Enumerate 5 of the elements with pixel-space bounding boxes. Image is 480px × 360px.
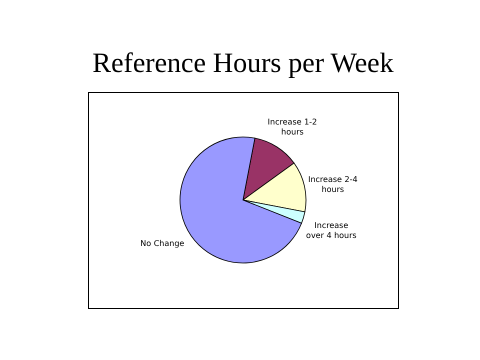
slice-label: Increase over 4 hours: [306, 220, 357, 240]
chart-title: Reference Hours per Week: [92, 48, 394, 79]
slice-label: Increase 1-2 hours: [268, 117, 318, 136]
slice-label: Increase 2-4 hours: [308, 175, 358, 194]
slice-label: No Change: [140, 239, 184, 248]
